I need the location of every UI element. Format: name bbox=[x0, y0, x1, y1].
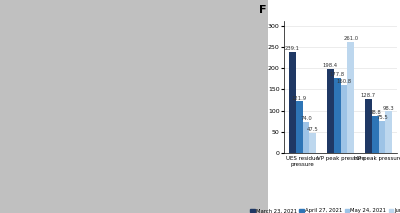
Bar bbox=[334, 78, 340, 153]
Bar bbox=[365, 99, 372, 153]
Bar bbox=[303, 122, 310, 153]
Text: F: F bbox=[259, 6, 266, 16]
Text: 75.5: 75.5 bbox=[376, 115, 388, 120]
Text: 198.4: 198.4 bbox=[323, 63, 338, 68]
Bar bbox=[372, 115, 378, 153]
Bar bbox=[378, 121, 385, 153]
Text: 47.5: 47.5 bbox=[307, 127, 319, 132]
Bar bbox=[385, 111, 392, 153]
Bar bbox=[310, 133, 316, 153]
Text: 261.0: 261.0 bbox=[343, 36, 358, 41]
Text: 128.7: 128.7 bbox=[361, 93, 376, 98]
Bar bbox=[327, 69, 334, 153]
Text: 121.9: 121.9 bbox=[292, 96, 307, 101]
Text: 88.8: 88.8 bbox=[369, 110, 381, 115]
Text: 74.0: 74.0 bbox=[300, 116, 312, 121]
Bar bbox=[348, 42, 354, 153]
Text: 98.3: 98.3 bbox=[383, 106, 394, 111]
Text: 160.8: 160.8 bbox=[336, 79, 352, 84]
Bar bbox=[341, 85, 348, 153]
Bar bbox=[296, 101, 303, 153]
Text: 239.1: 239.1 bbox=[285, 46, 300, 51]
Bar bbox=[289, 52, 296, 153]
Text: 177.8: 177.8 bbox=[330, 72, 345, 77]
Legend: March 23, 2021, April 27, 2021, May 24, 2021, June 23, 2021: March 23, 2021, April 27, 2021, May 24, … bbox=[248, 206, 400, 213]
